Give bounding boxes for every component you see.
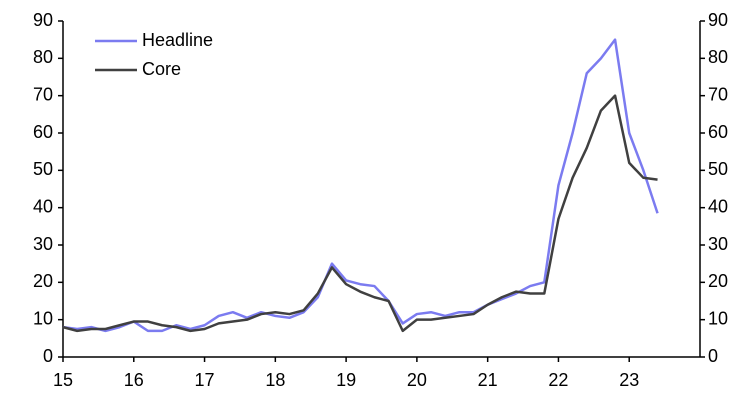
y2-tick-label: 30 — [708, 234, 728, 254]
y-tick-label: 0 — [43, 346, 53, 366]
x-tick-label: 18 — [265, 370, 285, 390]
x-tick-label: 19 — [336, 370, 356, 390]
y-tick-label: 70 — [33, 84, 53, 104]
y2-tick-label: 20 — [708, 271, 728, 291]
y-tick-label: 50 — [33, 159, 53, 179]
y2-tick-label: 50 — [708, 159, 728, 179]
y2-tick-label: 80 — [708, 47, 728, 67]
y-tick-label: 10 — [33, 308, 53, 328]
x-tick-label: 22 — [548, 370, 568, 390]
line-series — [62, 94, 658, 333]
y2-tick-label: 70 — [708, 84, 728, 104]
y-tick-label: 90 — [33, 10, 53, 30]
y-tick-label: 30 — [33, 234, 53, 254]
legend-label: Core — [142, 59, 181, 79]
y-tick-label: 40 — [33, 196, 53, 216]
legend-label: Headline — [142, 30, 213, 50]
x-tick-label: 16 — [124, 370, 144, 390]
y2-tick-label: 10 — [708, 308, 728, 328]
line-series — [62, 38, 659, 333]
y-tick-label: 20 — [33, 271, 53, 291]
y2-tick-label: 40 — [708, 196, 728, 216]
y-tick-label: 60 — [33, 122, 53, 142]
x-tick-label: 23 — [619, 370, 639, 390]
y2-tick-label: 60 — [708, 122, 728, 142]
x-tick-label: 15 — [53, 370, 73, 390]
y-tick-label: 80 — [33, 47, 53, 67]
y2-tick-label: 0 — [708, 346, 718, 366]
x-tick-label: 20 — [407, 370, 427, 390]
y2-tick-label: 90 — [708, 10, 728, 30]
x-tick-label: 17 — [195, 370, 215, 390]
x-tick-label: 21 — [478, 370, 498, 390]
